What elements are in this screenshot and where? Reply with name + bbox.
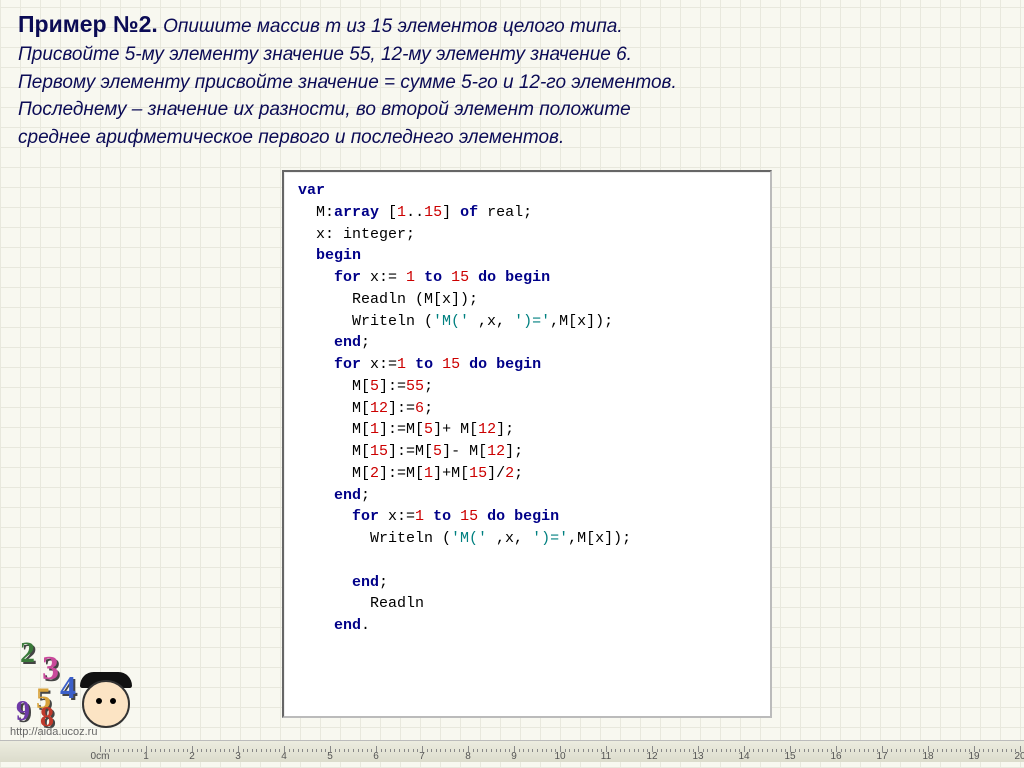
- ruler-label: 3: [235, 751, 241, 762]
- ruler-scale: 0cm1234567891011121314151617181920: [0, 741, 1024, 762]
- ruler-label: 20: [1014, 751, 1024, 762]
- task-title: Пример №2.: [18, 11, 158, 37]
- ruler-label: 17: [876, 751, 887, 762]
- ruler-label: 1: [143, 751, 149, 762]
- ruler-label: 4: [281, 751, 287, 762]
- ruler-label: 13: [692, 751, 703, 762]
- ruler-label: 11: [601, 751, 611, 762]
- ruler-label: 14: [738, 751, 749, 762]
- footer-url: http://aida.ucoz.ru: [10, 726, 97, 738]
- ruler-label: 5: [327, 751, 333, 762]
- ruler: 0cm1234567891011121314151617181920: [0, 740, 1024, 762]
- decor-number: 9: [16, 696, 30, 728]
- cartoon-face: [82, 680, 130, 728]
- cartoon-decoration: 234598: [12, 626, 132, 736]
- task-description: Пример №2. Опишите массив m из 15 элемен…: [0, 0, 1024, 156]
- ruler-label: 8: [465, 751, 471, 762]
- ruler-label: 18: [922, 751, 933, 762]
- ruler-label: 6: [373, 751, 379, 762]
- ruler-label: 10: [554, 751, 565, 762]
- decor-number: 2: [20, 636, 35, 670]
- ruler-label: 12: [646, 751, 657, 762]
- slide-page: Пример №2. Опишите массив m из 15 элемен…: [0, 0, 1024, 768]
- ruler-label: 19: [968, 751, 979, 762]
- code-window: var M:array [1..15] of real; x: integer;…: [282, 170, 772, 718]
- ruler-label: 16: [830, 751, 841, 762]
- code-content: var M:array [1..15] of real; x: integer;…: [284, 172, 770, 645]
- ruler-label: 9: [511, 751, 517, 762]
- ruler-label: 7: [419, 751, 425, 762]
- ruler-label: 15: [784, 751, 795, 762]
- decor-number: 4: [60, 669, 76, 706]
- ruler-label: 0cm: [91, 751, 110, 762]
- ruler-label: 2: [189, 751, 195, 762]
